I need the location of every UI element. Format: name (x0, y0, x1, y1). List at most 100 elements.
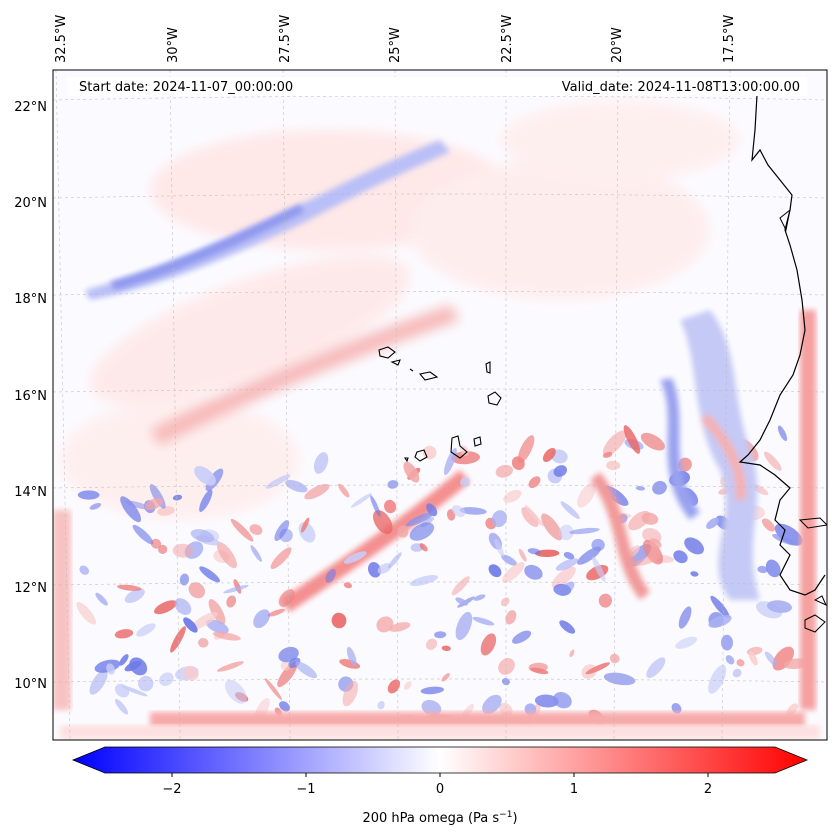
convective-cell (569, 527, 600, 535)
convective-cell (77, 490, 100, 500)
lon-label: 22.5°W (500, 15, 515, 63)
convective-cell (249, 524, 263, 536)
convective-cell (553, 692, 572, 709)
colorbar-tick-label: 1 (570, 782, 578, 797)
convective-cell (206, 619, 229, 634)
colorbar-bar (71, 746, 809, 774)
convective-cell (443, 447, 457, 476)
latitude-labels: 22°N 20°N 18°N 16°N 14°N 12°N 10°N (14, 100, 47, 692)
convective-cell (172, 494, 183, 501)
convective-cell (577, 483, 596, 508)
convective-cell (406, 512, 434, 527)
convective-cell (690, 571, 699, 577)
convective-cell (684, 537, 704, 555)
convective-cell (343, 582, 352, 589)
colorbar-tick-label: −1 (296, 782, 315, 797)
convective-noise (76, 425, 809, 727)
convective-cell (649, 538, 662, 549)
convective-cell (216, 541, 237, 569)
colorbar-label: 200 hPa omega (Pa s−1) (362, 810, 517, 826)
lon-label: 32.5°W (54, 15, 69, 63)
convective-cell (179, 573, 190, 586)
convective-cell (387, 679, 401, 694)
convective-cell (223, 584, 249, 594)
convective-cell (230, 518, 254, 542)
convective-cell (367, 562, 382, 578)
convective-cell (559, 524, 574, 541)
convective-cell (528, 476, 541, 489)
convective-cell (559, 620, 576, 634)
convective-cell (425, 638, 438, 650)
convective-cell (501, 554, 518, 566)
convective-cell (732, 668, 742, 678)
convective-cell (208, 599, 226, 625)
convective-cell (706, 517, 719, 529)
convective-cell (652, 480, 667, 495)
convective-cell (708, 614, 732, 628)
convective-cell (678, 606, 692, 629)
convective-cell (671, 703, 682, 714)
convective-cell (154, 600, 177, 615)
start-date-label: Start date: 2024-11-07_00:00:00 (79, 80, 293, 95)
valid-date-label: Valid_date: 2024-11-08T13:00:00.00 (562, 80, 800, 95)
convective-cell (563, 552, 575, 560)
lat-label: 10°N (14, 677, 47, 692)
lon-label: 30°W (166, 27, 181, 63)
convective-cell (144, 497, 163, 511)
convective-cell (106, 663, 116, 675)
convective-cell (677, 457, 692, 472)
convective-cell (772, 646, 795, 671)
convective-cell (172, 543, 194, 558)
convective-cell (501, 677, 510, 686)
convective-cell (505, 610, 517, 625)
convective-cell (602, 430, 627, 456)
map-panel: Start date: 2024-11-07_00:00:00 Valid_da… (52, 69, 828, 741)
convective-cell (498, 657, 515, 675)
convective-cell (89, 669, 108, 695)
convective-cell (377, 563, 392, 574)
convective-cell (388, 552, 402, 569)
convective-cell (389, 622, 411, 632)
convective-cell (121, 685, 148, 697)
convective-cell (124, 500, 151, 510)
convective-cell (183, 617, 198, 633)
convective-cell (212, 631, 241, 641)
convective-cell (285, 479, 308, 493)
convective-cell (370, 495, 381, 517)
convective-cell (606, 460, 621, 471)
omega-field (53, 70, 827, 740)
colorbar-tick-label: −2 (162, 782, 181, 797)
convective-cell (158, 544, 168, 554)
convective-cell (279, 701, 290, 712)
convective-cell (198, 637, 209, 648)
convective-cell (553, 465, 568, 477)
convective-cell (518, 548, 527, 562)
convective-cell (119, 654, 129, 666)
convective-cell (748, 651, 758, 666)
convective-cell (495, 464, 513, 478)
convective-cell (763, 451, 782, 471)
convective-cell (766, 600, 793, 613)
convective-cell (264, 678, 283, 701)
convective-cell (635, 486, 646, 491)
convective-cell (170, 626, 186, 653)
map-border (52, 69, 828, 741)
convective-cell (577, 546, 602, 565)
convective-cell (602, 451, 613, 458)
convective-cell (434, 631, 447, 639)
convective-cell (524, 504, 544, 527)
convective-cell (397, 525, 409, 538)
convective-cell (129, 657, 148, 676)
convective-cell (331, 612, 347, 629)
convective-cell (472, 616, 495, 626)
convective-cell (95, 592, 108, 606)
convective-cell (132, 524, 154, 545)
convective-cell (646, 657, 666, 678)
convective-cell (150, 538, 162, 549)
convective-cell (675, 636, 698, 649)
convective-cell (725, 655, 735, 665)
convective-cell (560, 501, 580, 520)
lat-label: 14°N (14, 485, 47, 500)
convective-cell (350, 493, 372, 508)
convective-cell (473, 594, 486, 601)
